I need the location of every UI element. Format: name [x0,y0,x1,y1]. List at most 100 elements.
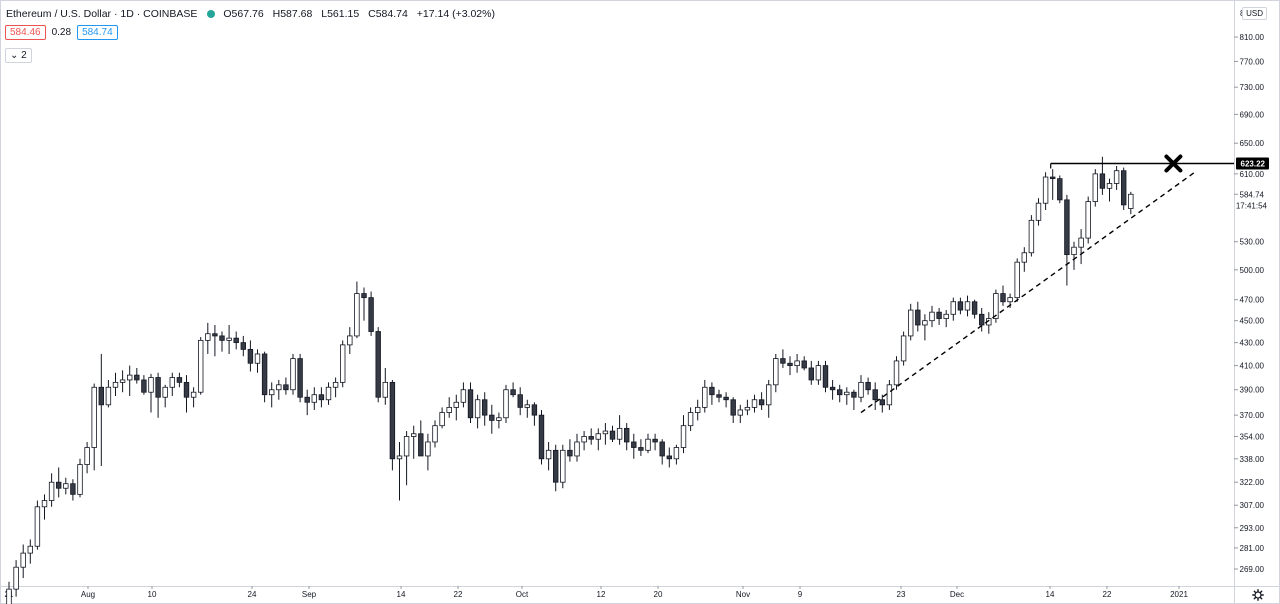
price-tick-label: 610.00 [1240,170,1265,179]
market-status-dot [207,10,216,18]
candle-up [744,399,751,416]
candle-up [602,423,609,445]
candle-body [389,381,396,460]
candle-down [588,428,594,445]
candle-body [560,449,566,483]
time-tick-label: Dec [950,590,964,599]
candle-down [489,404,495,434]
candle-down [971,299,978,319]
candle-down [219,331,225,352]
candle-body [304,396,310,403]
candle-body [702,386,708,408]
candle-body [127,374,133,381]
candle-body [915,309,921,326]
sell-price-button[interactable]: 584.46 [5,25,46,40]
candle-body [851,391,857,398]
candle-body [808,367,814,381]
candle-down [829,379,836,400]
high-value: H587.68 [272,8,313,20]
candle-down [517,387,523,416]
candle-up [169,372,175,396]
candle-body [396,455,403,460]
price-tick-label: 307.00 [1240,501,1265,510]
time-tick-label: 22 [1103,590,1112,599]
close-value: C584.74 [368,8,408,20]
candle-down [801,356,807,371]
candle-body [496,417,502,421]
ohlc-values: O567.76 H587.68 L561.15 C584.74 +17.14 (… [223,8,501,20]
open-value: O567.76 [223,8,264,20]
buy-price-button[interactable]: 584.74 [77,25,118,40]
close-x-icon [1164,154,1183,173]
candle-down [957,297,964,315]
symbol-title[interactable]: Ethereum / U.S. Dollar · 1D · COINBASE [6,8,198,20]
candle-up [205,322,211,354]
candle-down [318,387,325,408]
candle-body [908,309,914,337]
indicators-toggle-button[interactable]: ⌄ 2 [5,48,32,63]
candle-body [439,412,445,427]
candle-down [531,402,538,426]
candle-up [268,382,275,408]
candle-body [773,358,779,386]
time-tick-label: Sep [302,590,317,599]
time-tick-label: Nov [736,590,750,599]
candle-body [624,427,630,443]
candle-body [105,386,112,406]
candle-body [680,425,687,448]
candle-body [197,339,204,393]
candle-down [787,356,793,376]
candle-body [950,301,956,315]
candle-body [709,386,715,396]
candle-down [98,353,104,466]
candle-down [134,367,140,384]
candle-body [616,427,623,440]
candle-body [922,320,928,326]
candle-body [460,389,467,403]
candle-body [91,386,97,448]
candle-down [1099,156,1106,195]
indicator-count: 2 [21,50,27,61]
candle-up [425,433,431,471]
price-tick-label: 650.00 [1240,139,1265,148]
candle-body [276,384,282,391]
candle-body [531,404,538,416]
candle-up [545,441,552,471]
candle-body [1092,173,1098,202]
candle-body [6,588,12,604]
time-tick-label: 23 [897,590,906,599]
time-tick-label: 10 [148,590,157,599]
candle-down [283,377,289,395]
candles [6,156,1134,604]
candle-down [659,439,665,465]
candle-up [77,458,83,498]
time-tick-label: 22 [454,590,463,599]
low-value: L561.15 [321,8,360,20]
candle-body [361,293,367,299]
candle-up [673,444,680,465]
candle-down [730,397,736,424]
candle-body [474,399,481,419]
candle-body [801,360,807,369]
candle-down [233,331,239,350]
candle-up [1113,166,1120,190]
candle-body [84,447,90,465]
candle-body [829,386,836,391]
candle-up [695,399,701,421]
candle-down [261,351,268,403]
candle-body [1000,293,1006,303]
candle-body [425,441,431,457]
price-tick-label: 810.00 [1240,33,1265,42]
candle-body [254,353,261,364]
time-tick-label: Oct [516,590,529,599]
gear-icon[interactable] [1252,589,1264,601]
candle-up [794,353,800,373]
candle-up [13,560,19,597]
currency-label[interactable]: USD [1242,7,1267,20]
candle-body [716,394,722,398]
candle-up [1042,172,1049,210]
candle-body [1035,202,1042,221]
candle-body [517,394,523,408]
candle-up [766,379,772,418]
